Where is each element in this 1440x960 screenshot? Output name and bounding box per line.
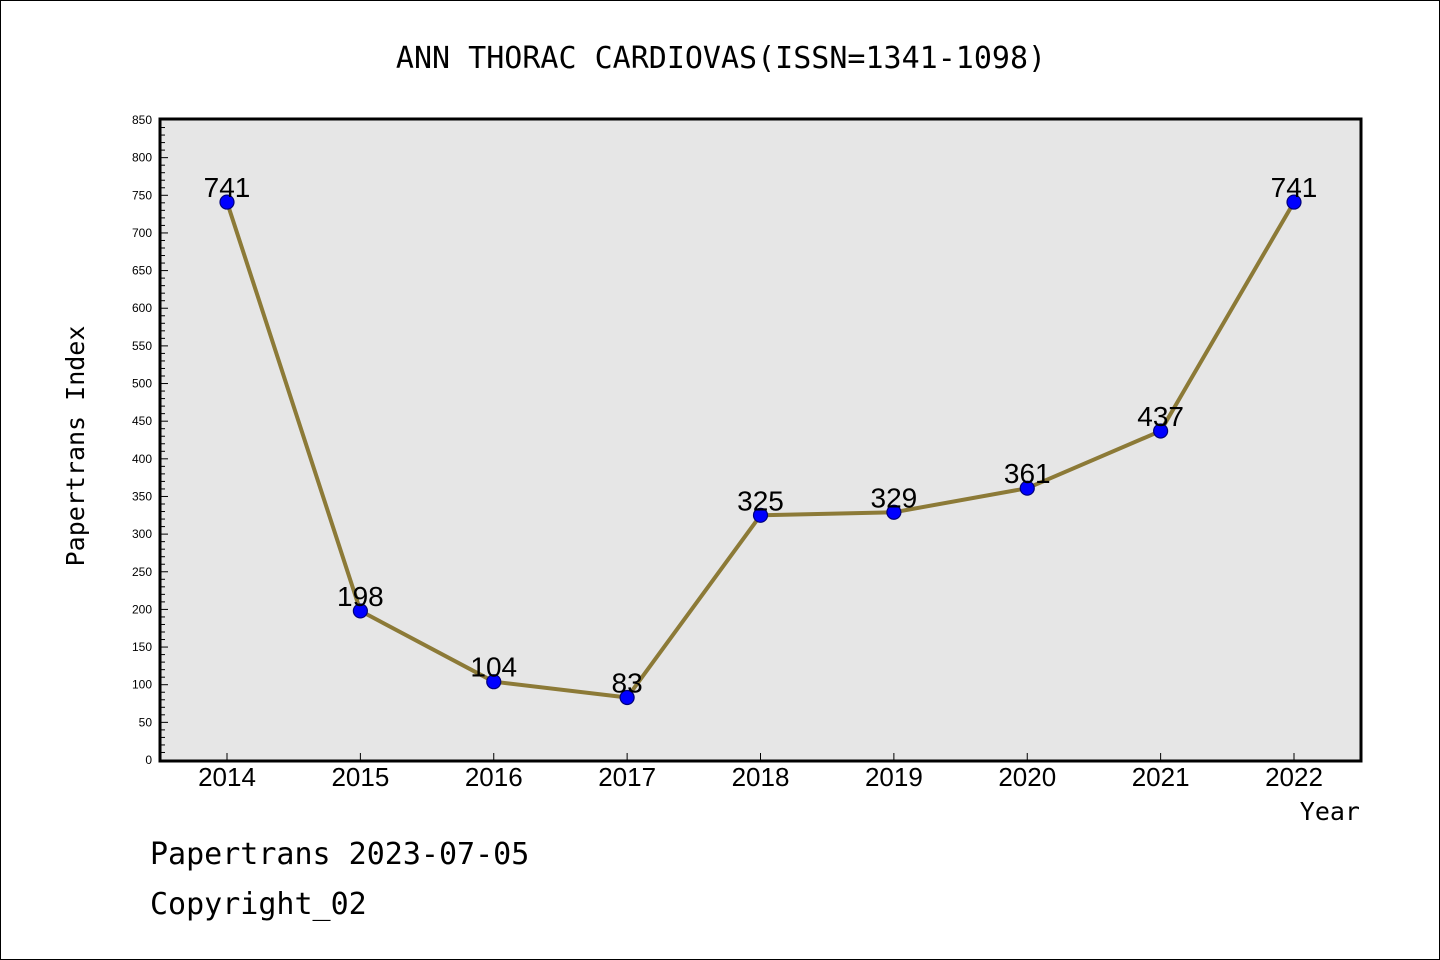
data-point xyxy=(1019,480,1035,496)
x-tick-label: 2014 xyxy=(198,762,256,792)
y-tick-label: 0 xyxy=(145,753,152,767)
plot-border xyxy=(158,117,1363,763)
y-tick-label: 500 xyxy=(132,377,152,391)
x-tick-label: 2017 xyxy=(598,762,656,792)
data-label: 741 xyxy=(204,172,251,203)
data-point xyxy=(619,689,635,706)
data-point xyxy=(219,194,235,210)
y-tick-label: 750 xyxy=(132,188,152,202)
y-tick-label: 300 xyxy=(132,527,152,541)
y-tick-label: 400 xyxy=(132,452,152,466)
data-point xyxy=(886,504,902,520)
data-point xyxy=(1286,194,1302,210)
y-tick-label: 850 xyxy=(132,113,152,127)
data-label: 329 xyxy=(871,482,918,513)
footer-source: Papertrans 2023-07-05 xyxy=(150,837,529,872)
x-tick-label: 2016 xyxy=(465,762,523,792)
y-axis-label: Papertrans Index xyxy=(61,326,90,567)
data-label: 741 xyxy=(1271,172,1318,203)
x-tick-label: 2019 xyxy=(865,762,923,792)
y-tick-label: 450 xyxy=(132,414,152,428)
data-labels: 741 198 104 83 325 329 361 437 741 xyxy=(204,172,1318,698)
y-tick-label: 50 xyxy=(139,715,153,729)
y-axis-tick-labels: 0 50 100 150 200 250 300 350 400 450 500 550 600 650 7… xyxy=(132,113,152,767)
x-tick-label: 2020 xyxy=(998,762,1056,792)
x-tick-label: 2018 xyxy=(732,762,790,792)
plot-area xyxy=(160,119,1361,761)
data-label: 361 xyxy=(1004,458,1051,489)
data-label: 437 xyxy=(1137,401,1184,432)
y-tick-label: 650 xyxy=(132,264,152,278)
x-axis-tick-labels: 2014 2015 2016 2017 2018 2019 2020 2021 2022 xyxy=(198,762,1323,792)
data-label: 83 xyxy=(612,668,643,699)
y-tick-label: 100 xyxy=(132,678,152,692)
x-tick-label: 2015 xyxy=(331,762,389,792)
data-point xyxy=(752,507,769,523)
chart-title: ANN THORAC CARDIOVAS(ISSN=1341-1098) xyxy=(396,41,1046,76)
y-tick-label: 700 xyxy=(132,226,152,240)
x-axis-label: Year xyxy=(1300,797,1360,826)
y-tick-label: 600 xyxy=(132,301,152,315)
data-points xyxy=(219,194,1302,706)
y-tick-label: 200 xyxy=(132,602,152,616)
data-label: 325 xyxy=(737,485,784,516)
y-tick-label: 550 xyxy=(132,339,152,353)
data-label: 198 xyxy=(337,581,384,612)
y-tick-label: 800 xyxy=(132,151,152,165)
y-tick-label: 250 xyxy=(132,565,152,579)
data-point xyxy=(1153,423,1169,439)
footer-copyright: Copyright_02 xyxy=(150,887,367,922)
y-tick-label: 350 xyxy=(132,489,152,503)
data-point xyxy=(486,674,502,690)
x-tick-label: 2021 xyxy=(1132,762,1190,792)
y-tick-label: 150 xyxy=(132,640,152,654)
data-point xyxy=(352,603,368,619)
data-label: 104 xyxy=(470,652,517,683)
x-tick-label: 2022 xyxy=(1265,762,1323,792)
